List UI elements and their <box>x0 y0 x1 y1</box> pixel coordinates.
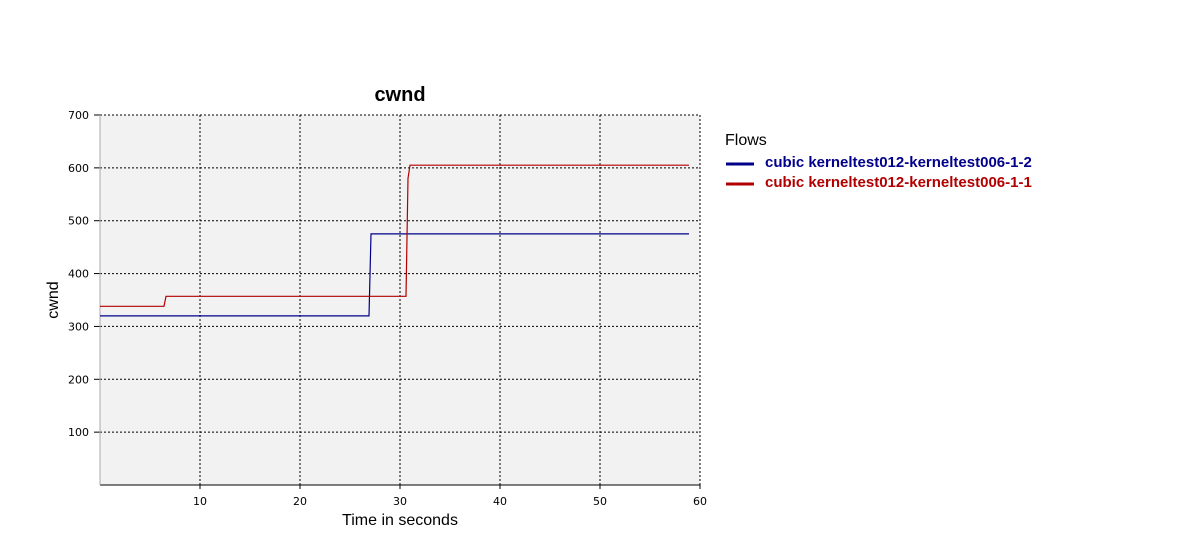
legend-label: cubic kerneltest012-kerneltest006-1-2 <box>765 154 1032 171</box>
grid-lines <box>100 114 701 485</box>
y-tick-label: 700 <box>68 109 89 122</box>
y-tick-label: 600 <box>68 162 89 175</box>
axes <box>94 114 701 489</box>
series-line <box>100 164 689 307</box>
y-tick-label: 200 <box>68 373 89 386</box>
legend-label: cubic kerneltest012-kerneltest006-1-1 <box>765 174 1032 191</box>
x-tick-label: 60 <box>693 495 707 508</box>
y-tick-label: 500 <box>68 215 89 228</box>
x-tick-label: 20 <box>293 495 307 508</box>
y-tick-label: 300 <box>68 320 89 333</box>
chart-title: cwnd <box>374 84 425 106</box>
x-axis-label: Time in seconds <box>342 512 458 529</box>
x-tick-label: 10 <box>193 495 207 508</box>
x-tick-label: 50 <box>593 495 607 508</box>
y-tick-label: 100 <box>68 426 89 439</box>
legend: Flows cubic kerneltest012-kerneltest006-… <box>725 132 1032 191</box>
y-tick-label: 400 <box>68 268 89 281</box>
tick-labels: 10 20 30 40 50 60 100 200 300 400 500 600 700 <box>68 109 707 508</box>
series-line <box>100 233 689 317</box>
series-lines <box>100 164 689 317</box>
x-tick-label: 30 <box>393 495 407 508</box>
x-tick-label: 40 <box>493 495 507 508</box>
legend-title: Flows <box>725 132 767 149</box>
y-axis-label: cwnd <box>45 281 62 318</box>
